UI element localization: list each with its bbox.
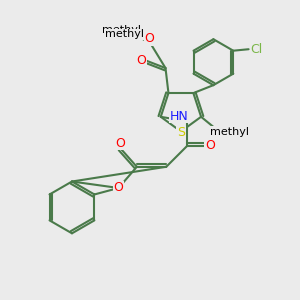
- Text: methyl: methyl: [130, 32, 135, 33]
- Text: O: O: [205, 139, 215, 152]
- Text: methyl: methyl: [105, 29, 144, 39]
- Text: S: S: [177, 126, 185, 140]
- Text: HN: HN: [170, 110, 189, 123]
- Text: Cl: Cl: [251, 43, 263, 56]
- Text: methyl: methyl: [131, 25, 136, 26]
- Text: methyl: methyl: [102, 26, 141, 35]
- Text: O: O: [116, 137, 126, 150]
- Text: methyl: methyl: [124, 27, 129, 28]
- Text: O: O: [136, 54, 146, 67]
- Text: methyl: methyl: [123, 32, 128, 33]
- Text: O: O: [114, 182, 124, 194]
- Text: methyl: methyl: [225, 131, 230, 132]
- Text: O: O: [144, 32, 154, 45]
- Text: methyl: methyl: [210, 127, 249, 136]
